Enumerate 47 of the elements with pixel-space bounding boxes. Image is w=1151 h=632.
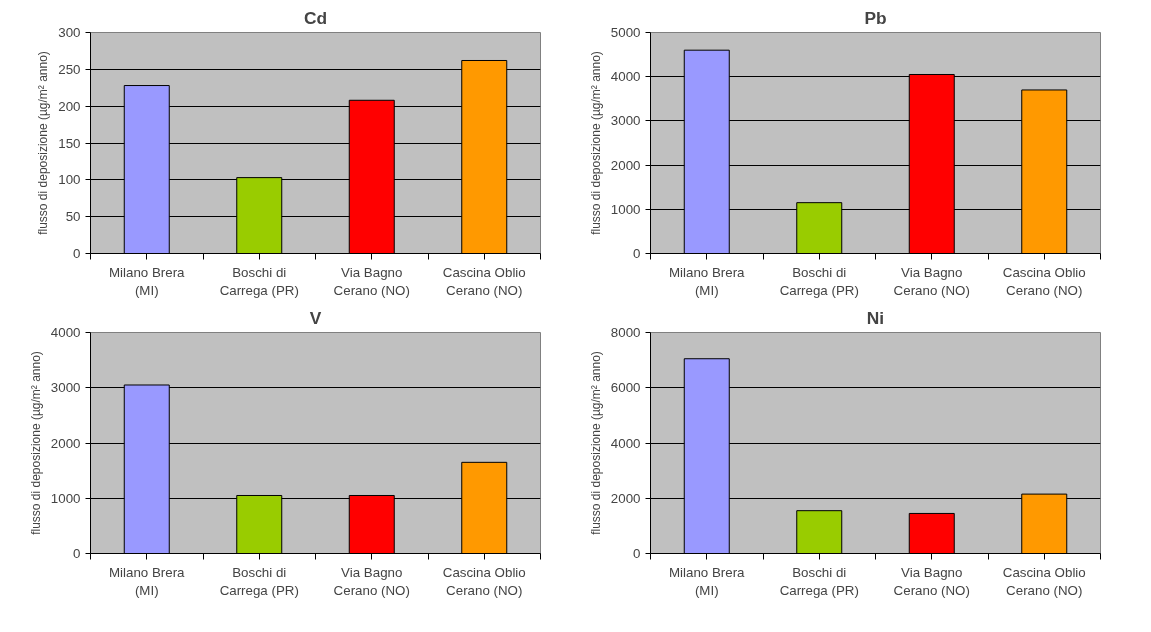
x-tick-label: Milano Brera (MI): [668, 564, 746, 598]
x-tick-label: Cascina Oblio Cerano (NO): [1002, 564, 1086, 598]
y-tick-label: 3000: [50, 380, 81, 396]
y-tick-label: 100: [58, 172, 81, 188]
x-tick-label: Boschi di Carrega (PR): [219, 564, 299, 598]
y-tick-label: 0: [73, 246, 81, 261]
y-tick-label: 1000: [610, 201, 641, 217]
y-tick-label: 2000: [610, 157, 641, 173]
y-axis-title: flusso di deposizione (µg/m² anno): [36, 51, 51, 235]
chart-title: Pb: [864, 7, 887, 28]
x-tick-label: Via Bagno Cerano (NO): [893, 264, 970, 298]
x-tick-label: Milano Brera (MI): [108, 264, 186, 298]
y-tick-label: 0: [633, 246, 641, 261]
y-axis-title: flusso di deposizione (µg/m² anno): [28, 351, 43, 535]
y-tick-label: 4000: [50, 325, 81, 340]
x-tick-label: Via Bagno Cerano (NO): [893, 564, 970, 598]
y-tick-label: 6000: [610, 380, 641, 396]
y-tick-label: 250: [58, 61, 81, 77]
y-tick-label: 0: [73, 546, 81, 561]
y-tick-label: 300: [58, 25, 81, 40]
y-tick-label: 2000: [610, 490, 641, 506]
y-tick-label: 200: [58, 98, 81, 114]
x-tick-label: Cascina Oblio Cerano (NO): [442, 564, 526, 598]
x-tick-label: Via Bagno Cerano (NO): [333, 264, 410, 298]
chart-title: V: [309, 307, 322, 328]
y-tick-label: 3000: [610, 113, 641, 129]
y-tick-label: 4000: [610, 69, 641, 85]
y-tick-label: 5000: [610, 25, 641, 40]
y-tick-label: 8000: [610, 325, 641, 340]
x-tick-label: Cascina Oblio Cerano (NO): [1002, 264, 1086, 298]
y-axis-title: flusso di deposizione (µg/m² anno): [588, 351, 603, 535]
x-tick-label: Via Bagno Cerano (NO): [333, 564, 410, 598]
y-tick-label: 4000: [610, 435, 641, 451]
y-tick-label: 1000: [50, 490, 81, 506]
x-tick-label: Boschi di Carrega (PR): [779, 264, 859, 298]
x-tick-label: Milano Brera (MI): [108, 564, 186, 598]
chart-title: Cd: [303, 7, 328, 28]
y-tick-label: 150: [58, 135, 81, 151]
x-tick-label: Boschi di Carrega (PR): [219, 264, 299, 298]
y-tick-label: 50: [65, 209, 81, 225]
y-tick-label: 2000: [50, 435, 81, 451]
chart-title: Ni: [866, 307, 885, 328]
y-axis-title: flusso di deposizione (µg/m² anno): [588, 51, 603, 235]
y-tick-label: 0: [633, 546, 641, 561]
x-tick-label: Boschi di Carrega (PR): [779, 564, 859, 598]
x-tick-label: Milano Brera (MI): [668, 264, 746, 298]
x-tick-label: Cascina Oblio Cerano (NO): [442, 264, 526, 298]
